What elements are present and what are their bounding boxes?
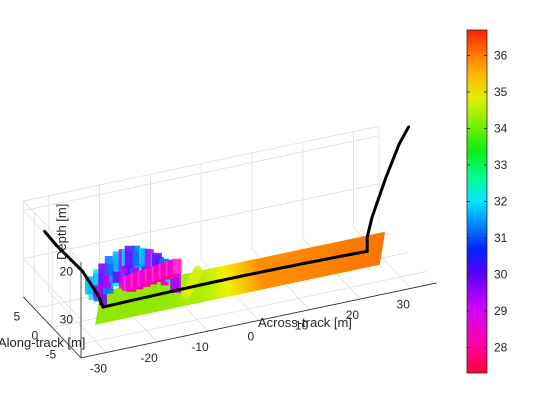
surface-cell xyxy=(192,266,203,277)
obstacle-cell xyxy=(84,276,94,295)
y-axis-label: Along-track [m] xyxy=(0,335,85,350)
colorbar-tick-label: 36 xyxy=(494,49,508,63)
x-tick-label: 30 xyxy=(397,297,411,311)
obstacle-cell xyxy=(112,260,122,283)
colorbar-tick-label: 31 xyxy=(494,231,508,245)
z-tick-label: 30 xyxy=(60,312,74,326)
x-tick-label: 20 xyxy=(346,308,360,322)
left-descent-line xyxy=(43,230,105,309)
axis-line xyxy=(23,296,82,359)
obstacle-cell xyxy=(151,252,162,275)
obstacle-cell xyxy=(132,245,141,266)
z-axis-label: Depth [m] xyxy=(54,204,69,260)
colorbar-tick-label: 32 xyxy=(494,195,508,209)
grid-line xyxy=(70,271,426,347)
y-tick-labels: 50 -5 xyxy=(14,309,57,361)
obstacle-cell xyxy=(124,245,135,268)
colorbar-tick-label: 28 xyxy=(494,340,508,354)
grid-line xyxy=(23,135,380,212)
colorbar: 28 29 30 31 32 33 34 35 36 xyxy=(466,29,508,374)
x-tick-labels: -30 -20 -10 0 10 20 30 xyxy=(90,297,410,375)
trajectory-lines xyxy=(43,125,411,309)
grid-line xyxy=(23,125,380,202)
colorbar-tick-label: 34 xyxy=(494,122,508,136)
colorbar-ticks: 28 29 30 31 32 33 34 35 36 xyxy=(467,49,508,354)
x-axis-label: Across-track [m] xyxy=(258,315,352,330)
x-tick-label: -10 xyxy=(191,340,209,354)
grid-line xyxy=(23,258,82,320)
seabed-track-line xyxy=(101,249,369,309)
y-tick-label: 0 xyxy=(32,328,39,342)
obstacle-top-cell xyxy=(172,258,182,274)
seabed-surface xyxy=(84,231,386,325)
colorbar-tick-label: 33 xyxy=(494,158,508,172)
obstacle-cell xyxy=(171,268,182,293)
seabed-swath xyxy=(95,231,386,325)
obstacle-cell xyxy=(98,283,107,306)
y-tick-label: 5 xyxy=(14,309,21,323)
y-tick-label: -5 xyxy=(46,347,57,361)
x-tick-label: 0 xyxy=(247,329,254,343)
x-tick-label: -30 xyxy=(90,362,108,376)
obstacle-cell xyxy=(124,258,133,281)
z-tick-label: 20 xyxy=(60,264,74,278)
x-tick-label: -20 xyxy=(141,351,159,365)
obstacle-cell xyxy=(104,256,113,277)
right-ascent-line xyxy=(365,125,411,253)
obstacle-cell xyxy=(144,249,154,274)
obstacle-cell xyxy=(93,269,104,286)
colorbar-tick-label: 30 xyxy=(494,267,508,281)
colorbar-tick-label: 29 xyxy=(494,304,508,318)
obstacle-cell xyxy=(102,264,111,289)
obstacle-cell xyxy=(112,251,122,270)
colorbar-tick-label: 35 xyxy=(494,85,508,99)
grid-line xyxy=(23,200,82,263)
grid-line xyxy=(23,183,380,260)
x-tick-label: 10 xyxy=(295,319,309,333)
axis-line xyxy=(80,282,437,359)
